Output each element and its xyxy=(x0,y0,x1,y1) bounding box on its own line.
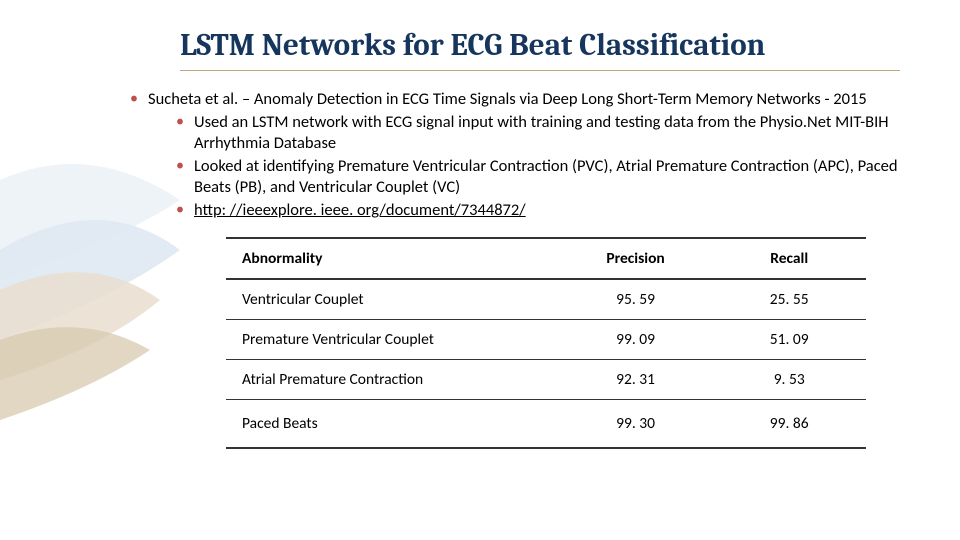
slide-content: LSTM Networks for ECG Beat Classificatio… xyxy=(0,0,960,469)
bullet-list: Sucheta et al. – Anomaly Detection in EC… xyxy=(130,89,900,222)
cell-precision: 99. 30 xyxy=(559,400,713,449)
col-abnormality: Abnormality xyxy=(226,238,559,279)
bullet-main-text: Sucheta et al. – Anomaly Detection in EC… xyxy=(148,89,867,109)
results-table: Abnormality Precision Recall Ventricular… xyxy=(226,237,866,449)
col-precision: Precision xyxy=(559,238,713,279)
cell-abnormality: Atrial Premature Contraction xyxy=(226,360,559,400)
sub-bullet-1: Used an LSTM network with ECG signal inp… xyxy=(176,112,900,154)
cell-recall: 51. 09 xyxy=(712,320,866,360)
cell-precision: 99. 09 xyxy=(559,320,713,360)
slide-title: LSTM Networks for ECG Beat Classificatio… xyxy=(180,28,900,64)
cell-precision: 92. 31 xyxy=(559,360,713,400)
col-recall: Recall xyxy=(712,238,866,279)
cell-abnormality: Ventricular Couplet xyxy=(226,279,559,320)
title-underline xyxy=(180,70,900,71)
sub-bullet-2: Looked at identifying Premature Ventricu… xyxy=(176,156,900,198)
bullet-main: Sucheta et al. – Anomaly Detection in EC… xyxy=(130,89,900,222)
reference-link[interactable]: http: //ieeexplore. ieee. org/document/7… xyxy=(194,200,526,220)
cell-recall: 9. 53 xyxy=(712,360,866,400)
cell-recall: 99. 86 xyxy=(712,400,866,449)
cell-abnormality: Paced Beats xyxy=(226,400,559,449)
table-row: Paced Beats 99. 30 99. 86 xyxy=(226,400,866,449)
cell-recall: 25. 55 xyxy=(712,279,866,320)
cell-precision: 95. 59 xyxy=(559,279,713,320)
cell-abnormality: Premature Ventricular Couplet xyxy=(226,320,559,360)
sub-bullet-list: Used an LSTM network with ECG signal inp… xyxy=(148,112,900,222)
table-row: Atrial Premature Contraction 92. 31 9. 5… xyxy=(226,360,866,400)
table-row: Ventricular Couplet 95. 59 25. 55 xyxy=(226,279,866,320)
table-row: Premature Ventricular Couplet 99. 09 51.… xyxy=(226,320,866,360)
table-header-row: Abnormality Precision Recall xyxy=(226,238,866,279)
sub-bullet-3: http: //ieeexplore. ieee. org/document/7… xyxy=(176,200,900,221)
